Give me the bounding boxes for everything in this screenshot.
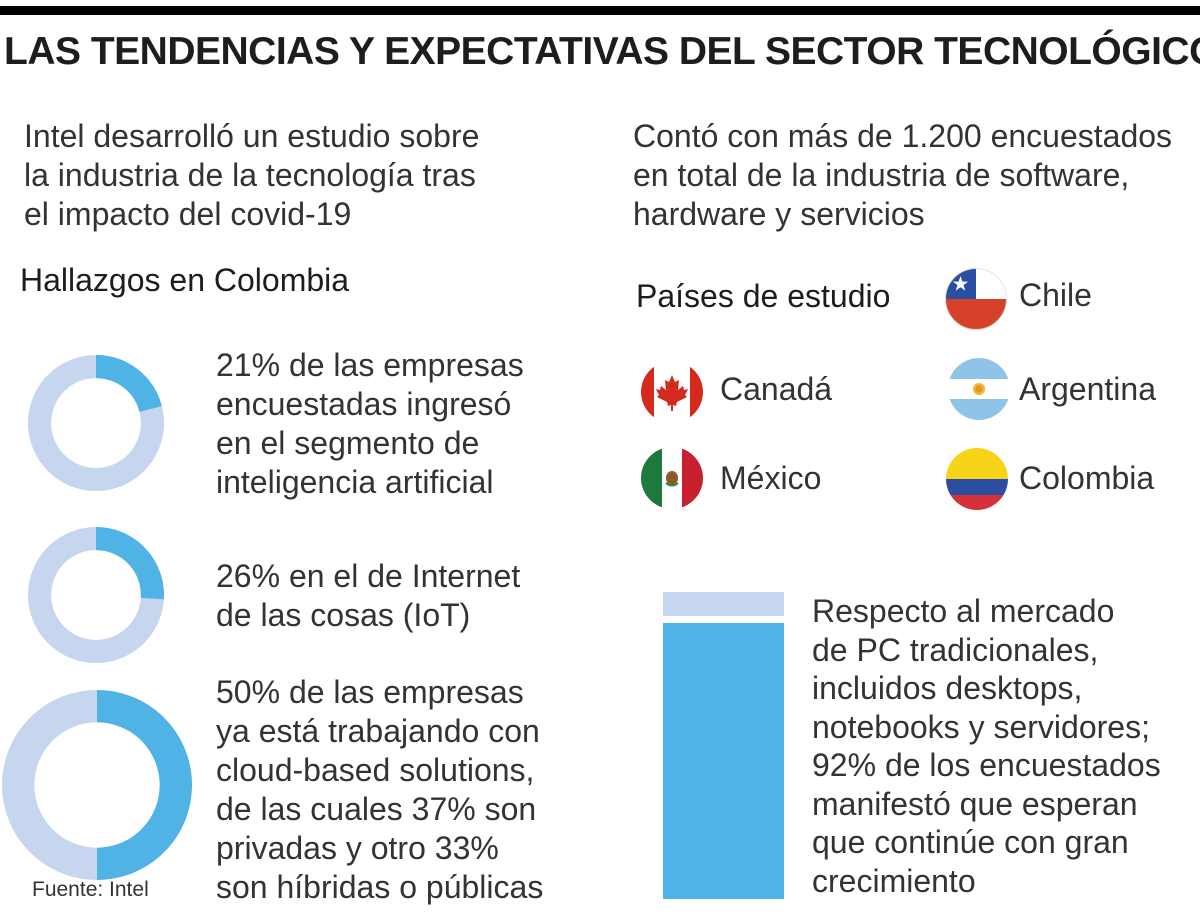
bar-desc-line: manifestó que esperan (812, 785, 1138, 822)
country-canada: Canadá (720, 371, 833, 407)
pc-market-bar (663, 592, 784, 899)
stat-line: ya está trabajando con (216, 713, 540, 749)
stat-line: 21% de las empresas (216, 347, 524, 383)
intro-right: Contó con más de 1.200 encuestados en to… (633, 117, 1200, 234)
top-rule (0, 6, 1200, 15)
argentina-flag-icon (948, 358, 1010, 420)
stat-line: privadas y otro 33% (216, 830, 499, 866)
intro-right-line: Contó con más de 1.200 encuestados (633, 118, 1173, 154)
source-note: Fuente: Intel (32, 878, 149, 901)
page-title: LAS TENDENCIAS Y EXPECTATIVAS DEL SECTOR… (4, 30, 1200, 73)
donut-iot (28, 527, 164, 663)
bar-value (663, 623, 784, 899)
stat-line: 50% de las empresas (216, 674, 524, 710)
chile-flag-icon (945, 268, 1007, 330)
stat-cloud: 50% de las empresas ya está trabajando c… (216, 673, 543, 907)
donut-cloud (2, 690, 192, 880)
bar-remainder (663, 592, 784, 616)
colombia-flag-icon (946, 448, 1008, 510)
hallazgos-heading: Hallazgos en Colombia (20, 262, 350, 298)
intro-right-line: en total de la industria de software, (633, 157, 1130, 193)
bar-desc-line: de PC tradicionales, (812, 631, 1099, 668)
country-argentina: Argentina (1019, 371, 1156, 407)
stat-line: encuestadas ingresó (216, 386, 512, 422)
country-colombia: Colombia (1019, 460, 1155, 496)
donut-segment (96, 690, 192, 880)
bar-desc-line: crecimiento (812, 862, 976, 899)
bar-desc-line: que continúe con gran (812, 824, 1129, 860)
donut-segment (95, 527, 164, 600)
stat-line: inteligencia artificial (216, 464, 494, 500)
intro-left-line: el impacto del covid-19 (24, 196, 352, 232)
intro-right-line: hardware y servicios (633, 196, 925, 232)
country-mexico: México (720, 460, 822, 496)
mexico-flag-icon (641, 447, 703, 509)
canada-flag-icon (641, 361, 703, 423)
country-chile: Chile (1019, 277, 1092, 313)
intro-left: Intel desarrolló un estudio sobre la ind… (24, 117, 584, 234)
intro-left-line: Intel desarrolló un estudio sobre (24, 118, 480, 154)
stat-line: 26% en el de Internet (216, 558, 521, 594)
stat-line: de las cuales 37% son (216, 791, 537, 827)
stat-iot: 26% en el de Internet de las cosas (IoT) (216, 557, 520, 635)
stat-line: de las cosas (IoT) (216, 597, 471, 633)
stat-line: cloud-based solutions, (216, 752, 535, 788)
donut-ai (28, 355, 164, 491)
stat-line: en el segmento de (216, 425, 480, 461)
bar-desc-line: 92% de los encuestados (812, 747, 1161, 783)
bar-desc-line: incluidos desktops, (812, 670, 1083, 706)
bar-description: Respecto al mercado de PC tradicionales,… (812, 592, 1161, 900)
bar-desc-line: Respecto al mercado (812, 593, 1115, 629)
paises-heading: Países de estudio (636, 278, 891, 314)
stat-ai: 21% de las empresas encuestadas ingresó … (216, 346, 524, 502)
bar-desc-line: notebooks y servidores; (812, 708, 1150, 745)
stat-line: son híbridas o públicas (216, 869, 544, 905)
donut-segment (95, 355, 162, 413)
intro-left-line: la industria de la tecnología tras (24, 157, 476, 193)
